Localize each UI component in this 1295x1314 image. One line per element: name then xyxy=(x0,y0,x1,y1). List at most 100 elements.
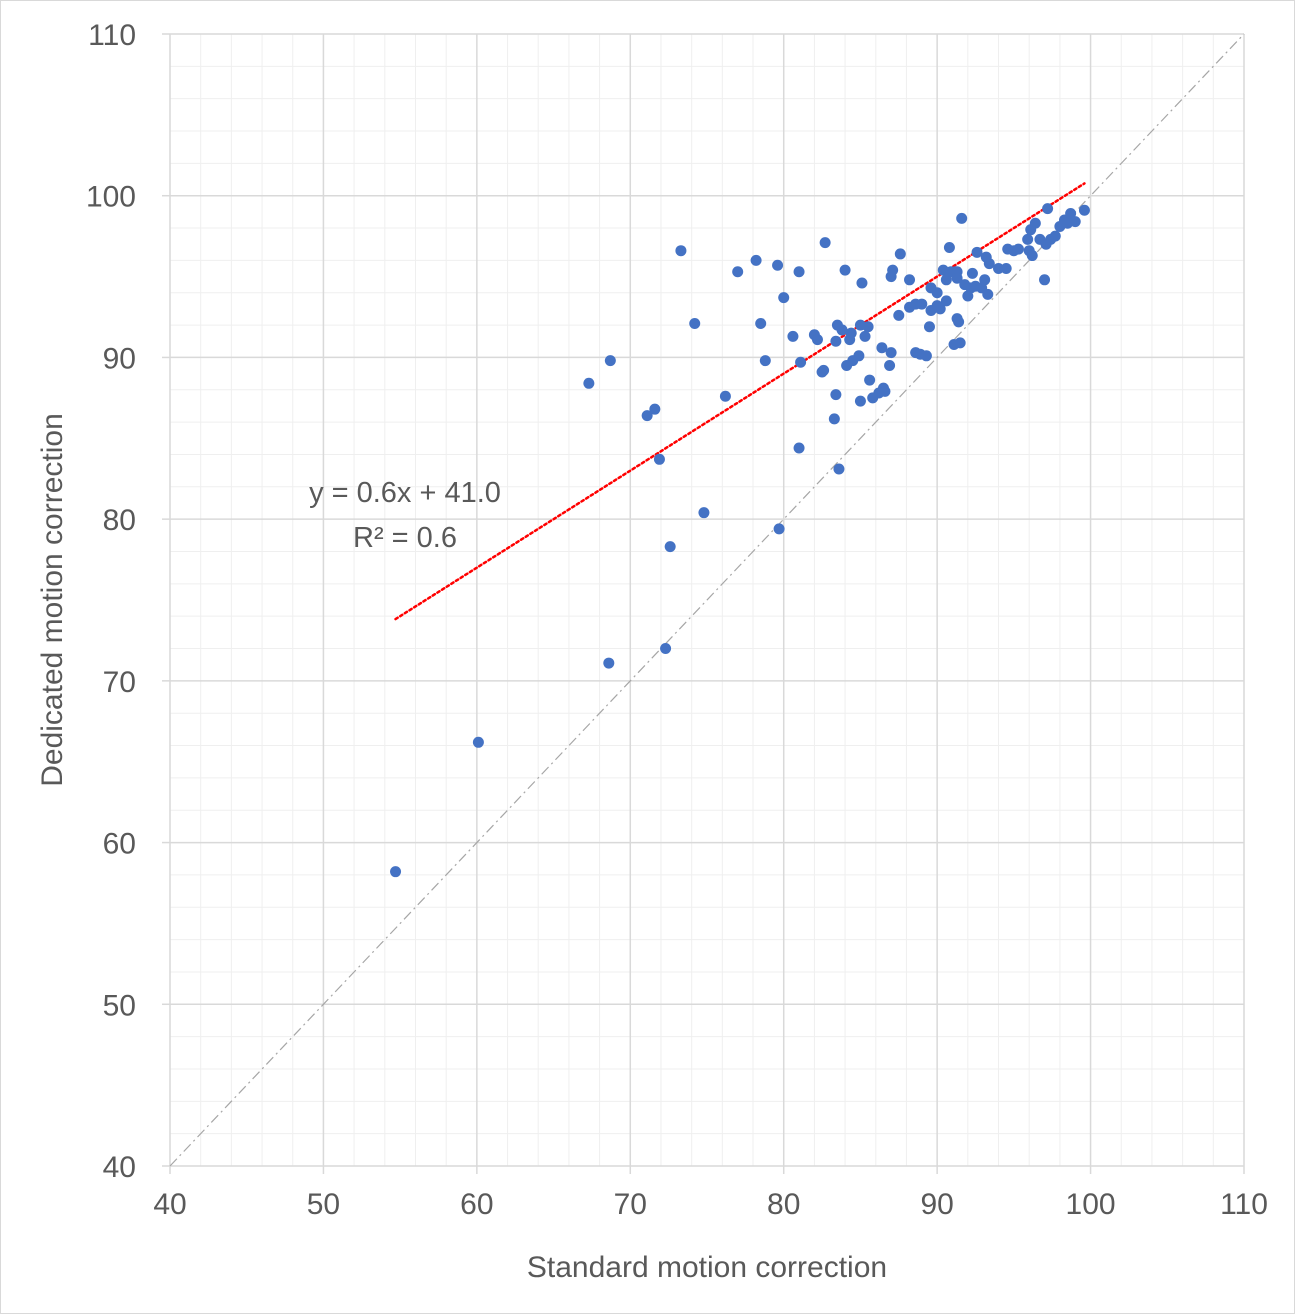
x-tick-label: 80 xyxy=(767,1188,800,1221)
data-point xyxy=(1065,208,1077,220)
identity-line-layer xyxy=(169,33,1245,1167)
data-point xyxy=(966,267,978,279)
data-point xyxy=(750,254,762,266)
data-point xyxy=(689,317,701,329)
y-tick-label: 100 xyxy=(86,181,136,214)
data-point xyxy=(778,292,790,304)
data-point xyxy=(940,274,952,286)
x-tick-label: 70 xyxy=(614,1188,647,1221)
data-point xyxy=(793,442,805,454)
data-point xyxy=(879,385,891,397)
y-tick-label: 40 xyxy=(103,1151,136,1184)
y-tick-label: 70 xyxy=(103,666,136,699)
identity-line xyxy=(169,33,1245,1167)
data-point xyxy=(920,350,932,362)
data-point xyxy=(884,360,896,372)
data-point xyxy=(923,321,935,333)
data-point xyxy=(793,266,805,278)
y-tick-labels: 40 50 60 70 80 90 100 110 xyxy=(86,19,136,1184)
data-point xyxy=(604,355,616,367)
data-point xyxy=(719,390,731,402)
data-point xyxy=(864,374,876,386)
data-point xyxy=(983,258,995,270)
trendline-layer xyxy=(394,182,1086,621)
data-point xyxy=(916,298,928,310)
data-point xyxy=(830,389,842,401)
data-point xyxy=(956,212,968,224)
data-point xyxy=(1012,243,1024,255)
data-point xyxy=(828,413,840,425)
x-axis-title: Standard motion correction xyxy=(527,1251,887,1284)
x-tick-label: 100 xyxy=(1066,1188,1116,1221)
data-point xyxy=(773,523,785,535)
y-tick-label: 80 xyxy=(103,504,136,537)
y-tick-label: 110 xyxy=(88,19,136,52)
data-point xyxy=(664,541,676,553)
y-axis-title: Dedicated motion correction xyxy=(36,413,69,787)
data-point xyxy=(787,330,799,342)
data-point xyxy=(1049,230,1061,242)
trendline-r-squared: R² = 0.6 xyxy=(353,522,457,554)
data-point xyxy=(732,266,744,278)
data-point xyxy=(819,237,831,249)
data-point xyxy=(954,337,966,349)
data-point xyxy=(830,335,842,347)
data-point xyxy=(755,317,767,329)
y-tick-label: 60 xyxy=(103,828,136,861)
data-point xyxy=(951,272,963,284)
data-point xyxy=(698,507,710,519)
data-point xyxy=(971,246,983,258)
data-point xyxy=(845,327,857,339)
data-point xyxy=(862,321,874,333)
data-point xyxy=(979,274,991,286)
data-point xyxy=(811,334,823,346)
data-point xyxy=(839,264,851,276)
data-point xyxy=(1000,262,1012,274)
data-point xyxy=(893,309,905,321)
data-point xyxy=(953,316,965,328)
data-point xyxy=(772,259,784,271)
data-point xyxy=(859,330,871,342)
data-point xyxy=(934,303,946,315)
data-point xyxy=(1069,216,1081,228)
data-point xyxy=(836,324,848,336)
data-point xyxy=(940,295,952,307)
data-point xyxy=(675,245,687,257)
data-point xyxy=(660,643,672,655)
data-point xyxy=(759,355,771,367)
x-tick-label: 90 xyxy=(920,1188,953,1221)
data-point xyxy=(1026,250,1038,262)
data-point xyxy=(943,241,955,253)
data-point xyxy=(1039,274,1051,286)
data-point xyxy=(885,347,897,359)
x-tick-label: 50 xyxy=(307,1188,340,1221)
major-gridlines xyxy=(162,33,1245,1174)
data-point xyxy=(853,350,865,362)
trendline xyxy=(394,182,1086,621)
data-point xyxy=(649,403,661,415)
data-point xyxy=(472,736,484,748)
data-point xyxy=(993,262,1005,274)
data-point xyxy=(1078,204,1090,216)
data-point xyxy=(1022,233,1034,245)
data-point xyxy=(1029,217,1041,229)
x-tick-label: 110 xyxy=(1220,1188,1268,1221)
data-point xyxy=(931,287,943,299)
data-point xyxy=(854,395,866,407)
data-point xyxy=(894,248,906,260)
data-point xyxy=(833,463,845,475)
data-point xyxy=(856,277,868,289)
data-point xyxy=(583,377,595,389)
y-tick-label: 50 xyxy=(103,989,136,1022)
x-tick-label: 60 xyxy=(460,1188,493,1221)
minor-gridlines xyxy=(170,34,1244,1166)
data-point xyxy=(603,657,615,669)
data-point xyxy=(876,342,888,354)
x-tick-labels: 40 50 60 70 80 90 100 110 xyxy=(153,1188,1268,1221)
data-point xyxy=(904,274,916,286)
trendline-equation: y = 0.6x + 41.0 xyxy=(309,477,501,509)
data-point xyxy=(818,364,830,376)
data-point xyxy=(795,356,807,368)
data-point xyxy=(1042,203,1054,215)
